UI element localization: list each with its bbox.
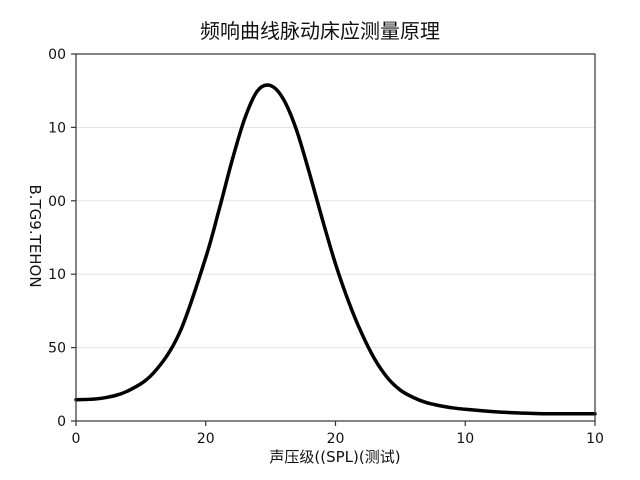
y-axis-ticks: 0 50 10 00 10 00	[48, 47, 76, 430]
plot-frame	[75, 53, 596, 422]
y-tick-label: 50	[48, 341, 66, 357]
y-tick-label: 0	[57, 414, 66, 430]
plot-series	[74, 83, 597, 416]
y-tick-label: 00	[48, 47, 66, 63]
y-tick-label: 10	[48, 267, 66, 283]
x-tick-label: 10	[456, 431, 474, 447]
x-axis-ticks: 0 20 20 10 10	[72, 421, 604, 447]
chart-title: 频响曲线脉动床应测量原理	[200, 19, 440, 43]
series-line	[74, 83, 597, 416]
x-tick-label: 20	[327, 431, 345, 447]
x-tick-label: 10	[586, 431, 604, 447]
y-tick-label: 10	[48, 120, 66, 136]
x-tick-label: 20	[197, 431, 215, 447]
x-axis-label: 声压级((SPL)(测试)	[269, 448, 400, 466]
x-tick-label: 0	[72, 431, 81, 447]
y-tick-label: 00	[48, 194, 66, 210]
grid	[76, 126, 595, 349]
y-axis-label: B.TG9.TEHON	[26, 184, 44, 287]
